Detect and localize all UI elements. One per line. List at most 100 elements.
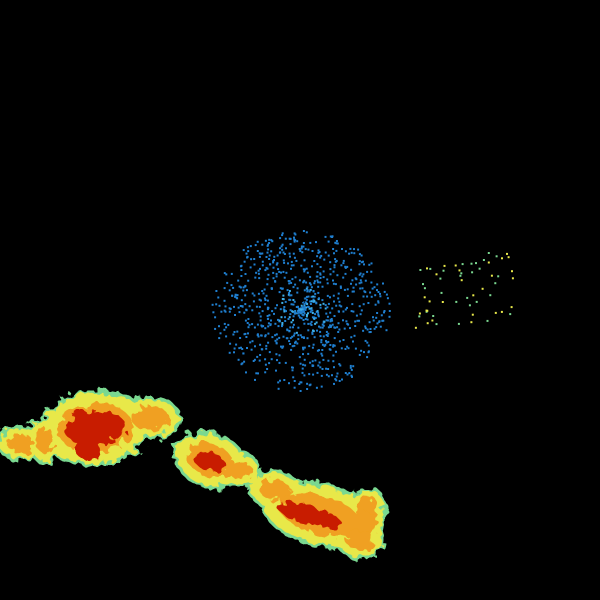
scattered-echo (423, 296, 426, 299)
clutter-speckle (309, 361, 312, 364)
clutter-speckle (310, 324, 313, 326)
clutter-speckle (300, 311, 303, 314)
clutter-speckle (282, 308, 285, 311)
clutter-speckle (339, 364, 342, 367)
clutter-speckle (312, 295, 315, 298)
clutter-speckle (281, 243, 284, 246)
clutter-speckle (383, 310, 386, 312)
clutter-speckle (256, 333, 259, 336)
clutter-speckle (267, 322, 270, 325)
clutter-speckle (304, 297, 307, 300)
clutter-speckle (228, 289, 231, 292)
clutter-speckle (289, 309, 292, 312)
clutter-speckle (299, 362, 302, 365)
clutter-speckle (258, 298, 261, 301)
clutter-speckle (346, 294, 349, 297)
clutter-speckle (300, 317, 303, 320)
clutter-speckle (317, 291, 320, 294)
clutter-speckle (283, 253, 286, 255)
clutter-speckle (272, 260, 275, 263)
clutter-speckle (297, 305, 299, 308)
clutter-speckle (342, 339, 345, 341)
clutter-speckle (355, 314, 358, 317)
clutter-speckle (278, 336, 281, 339)
clutter-speckle (245, 371, 247, 374)
clutter-speckle (313, 295, 316, 298)
clutter-speckle (316, 279, 319, 282)
clutter-speckle (376, 283, 379, 286)
clutter-speckle (362, 273, 365, 276)
clutter-speckle (261, 252, 264, 255)
clutter-speckle (350, 310, 353, 313)
clutter-speckle (344, 308, 347, 311)
clutter-speckle (272, 266, 275, 269)
clutter-speckle (262, 292, 265, 295)
clutter-speckle (332, 248, 335, 250)
clutter-speckle (337, 331, 340, 333)
clutter-speckle (380, 314, 383, 317)
clutter-speckle (267, 273, 270, 276)
scattered-echo (423, 287, 426, 290)
clutter-speckle (317, 285, 320, 288)
clutter-speckle (352, 290, 355, 293)
clutter-speckle (300, 247, 303, 250)
clutter-speckle (277, 325, 280, 328)
clutter-speckle (282, 335, 285, 338)
clutter-speckle (283, 379, 286, 381)
clutter-speckle (301, 336, 303, 339)
clutter-speckle (311, 265, 313, 268)
clutter-speckle (260, 324, 263, 327)
clutter-speckle (321, 285, 324, 288)
clutter-speckle (361, 287, 364, 290)
clutter-speckle (289, 326, 292, 329)
clutter-speckle (292, 286, 295, 289)
clutter-speckle (372, 319, 375, 322)
clutter-speckle (303, 279, 306, 282)
clutter-speckle (370, 270, 373, 273)
clutter-speckle (259, 267, 261, 270)
clutter-speckle (350, 268, 353, 271)
clutter-speckle (279, 247, 281, 250)
clutter-speckle (292, 252, 295, 255)
clutter-speckle (325, 341, 328, 344)
clutter-speckle (339, 285, 342, 288)
clutter-speckle (292, 303, 295, 306)
clutter-speckle (313, 260, 316, 262)
scattered-echo (490, 274, 493, 277)
clutter-speckle (293, 386, 296, 389)
clutter-speckle (317, 249, 320, 252)
clutter-speckle (225, 273, 228, 276)
clutter-speckle (242, 286, 245, 289)
clutter-speckle (354, 320, 357, 323)
scattered-echo (459, 274, 462, 277)
scattered-echo (471, 313, 474, 316)
clutter-speckle (276, 254, 279, 257)
clutter-speckle (353, 334, 356, 337)
scattered-echo (489, 294, 492, 297)
clutter-speckle (361, 275, 364, 278)
clutter-speckle (242, 289, 245, 292)
clutter-speckle (313, 317, 316, 320)
clutter-speckle (352, 365, 355, 368)
scattered-echo (418, 315, 421, 318)
echo-heavy (65, 409, 125, 447)
clutter-speckle (332, 344, 335, 347)
clutter-speckle (334, 326, 337, 329)
clutter-speckle (246, 246, 249, 249)
clutter-speckle (327, 326, 330, 329)
echo-moderate (36, 426, 54, 454)
clutter-speckle (302, 336, 305, 339)
clutter-speckle (270, 358, 273, 361)
clutter-speckle (289, 255, 291, 258)
clutter-speckle (329, 326, 332, 328)
clutter-speckle (277, 381, 280, 384)
clutter-speckle (366, 341, 369, 344)
clutter-speckle (316, 371, 319, 374)
clutter-speckle (320, 254, 323, 257)
clutter-speckle (331, 374, 333, 377)
clutter-speckle (370, 295, 373, 298)
clutter-speckle (302, 314, 305, 317)
clutter-speckle (278, 361, 281, 364)
scattered-echo (501, 257, 503, 260)
